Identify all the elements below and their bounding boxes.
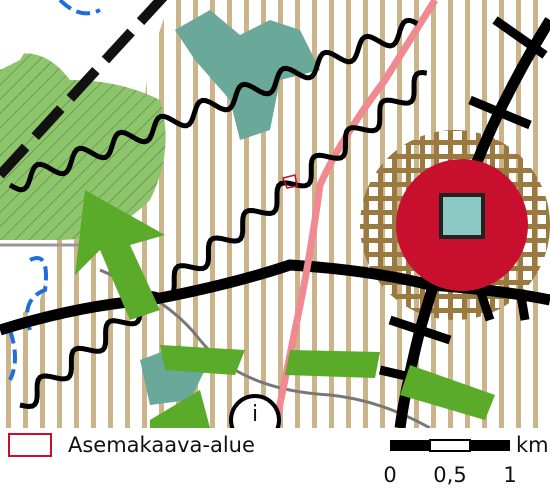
green-bar: [400, 365, 495, 420]
scale-label: 0: [383, 463, 396, 487]
info-symbol-label: i: [252, 402, 258, 427]
green-arrow: [75, 190, 165, 320]
plan-area-outline: [281, 174, 298, 189]
green-bar: [285, 350, 380, 378]
scale-unit: km: [516, 433, 549, 457]
white-area: [0, 0, 34, 70]
wavy-line: [19, 69, 428, 410]
scale-label: 0,5: [433, 463, 466, 487]
scale-segment: [429, 439, 471, 452]
legend-background: [0, 428, 550, 493]
dashed-boundary: [0, 0, 168, 179]
teal-area: [175, 10, 320, 140]
green-bar: [160, 345, 245, 375]
scale-segment: [390, 440, 430, 451]
scale-label: 1: [503, 463, 516, 487]
map-layers: i: [0, 0, 550, 428]
station-square: [439, 193, 485, 239]
green-bar: [150, 390, 210, 428]
wavy-line: [8, 17, 419, 193]
legend-label: Asemakaava-alue: [68, 433, 255, 457]
wavy-lines: [8, 17, 428, 410]
legend-swatch: [8, 433, 52, 457]
blue-boundary: [8, 0, 101, 381]
info-symbol: [229, 394, 281, 428]
scale-segment: [470, 440, 510, 451]
